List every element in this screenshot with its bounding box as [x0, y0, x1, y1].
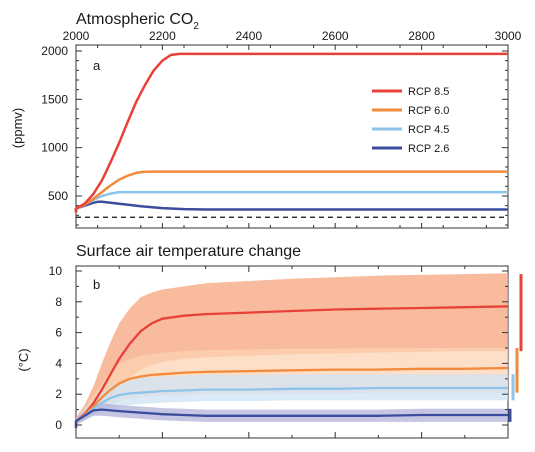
panel-a-ylabel: (ppmv)	[10, 108, 25, 148]
panel-b-plot-area	[74, 273, 509, 432]
panel-a-axes: 2000 2200 2400 2600 2800 3000 2000 1500 1000 500	[41, 29, 522, 228]
legend-label-rcp-4-5: RCP 4.5	[408, 124, 449, 136]
y-tick-label-2000: 2000	[41, 44, 68, 58]
legend: RCP 8.5 RCP 6.0 RCP 4.5 RCP 2.6	[372, 86, 449, 155]
temp-y-tick-label-2: 2	[55, 387, 62, 401]
x-tick-label-2000: 2000	[63, 29, 90, 43]
temp-y-tick-label-0: 0	[55, 418, 62, 432]
legend-label-rcp-6-0: RCP 6.0	[408, 105, 449, 117]
y-tick-label-1500: 1500	[41, 92, 68, 106]
x-tick-label-2400: 2400	[235, 29, 262, 43]
uncertainty-band-rcp-4-5	[76, 374, 508, 432]
co2-line-rcp-8-5	[74, 52, 508, 213]
legend-label-rcp-2-6: RCP 2.6	[408, 143, 449, 155]
panel-b-letter: b	[93, 277, 100, 292]
legend-label-rcp-8-5: RCP 8.5	[408, 86, 449, 98]
panel-a-title-subscript: 2	[193, 21, 199, 32]
x-tick-label-2600: 2600	[322, 29, 349, 43]
temperature-line-rcp-8-5	[74, 305, 509, 429]
temp-y-tick-label-6: 6	[55, 326, 62, 340]
panel-a-title: Atmospheric CO2	[76, 11, 199, 32]
temperature-line-rcp-6-0	[74, 366, 509, 429]
x-tick-label-2200: 2200	[149, 29, 176, 43]
panel-b-range-bars	[508, 274, 523, 422]
co2-line-rcp-2-6	[74, 200, 508, 213]
uncertainty-band-rcp-2-6	[76, 403, 508, 432]
x-tick-label-3000: 3000	[495, 29, 522, 43]
panel-b-title: Surface air temperature change	[76, 243, 301, 260]
panel-a-letter: a	[93, 58, 101, 73]
panel-b-ylabel: (°C)	[16, 348, 31, 371]
x-tick-label-2800: 2800	[408, 29, 435, 43]
temp-y-tick-label-10: 10	[49, 264, 63, 278]
temperature-line-rcp-4-5	[74, 386, 508, 429]
panel-a-plot-area	[74, 52, 508, 218]
panel-a-frame	[75, 44, 509, 229]
temp-y-tick-label-4: 4	[55, 356, 62, 370]
temperature-line-rcp-2-6	[74, 408, 508, 429]
panel-b-axes: 10 8 6 4 2 0	[49, 264, 509, 438]
temp-y-tick-label-8: 8	[55, 295, 62, 309]
y-tick-label-500: 500	[48, 189, 68, 203]
y-tick-label-1000: 1000	[41, 141, 68, 155]
